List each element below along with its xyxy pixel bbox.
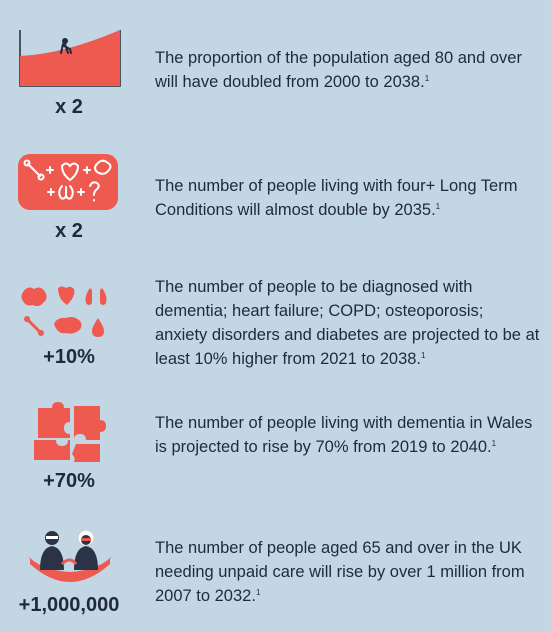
stat-value: x 2: [55, 96, 83, 118]
footnote-ref: 1: [424, 74, 430, 83]
footnote-ref: 1: [421, 351, 426, 360]
footnote-ref: 1: [255, 588, 261, 597]
stat-value: +70%: [43, 470, 95, 492]
multiple-conditions-icon: [18, 154, 118, 210]
stat-description: The number of people living with four+ L…: [155, 177, 518, 219]
stat-value: +10%: [43, 346, 95, 368]
footnote-ref: 1: [435, 202, 441, 211]
stat-value: x 2: [55, 220, 83, 242]
elderly-couple-icon: [24, 529, 116, 582]
broken-brain-puzzle-icon: [34, 402, 106, 462]
stat-value: +1,000,000: [18, 594, 120, 616]
stat-description: The number of people living with dementi…: [155, 414, 533, 456]
stat-description: The number of people aged 65 and over in…: [155, 539, 525, 605]
stat-description: The proportion of the population aged 80…: [155, 49, 522, 91]
footnote-ref: 1: [491, 439, 497, 448]
rising-area-graph-icon: [19, 30, 121, 87]
organs-group-icon: [21, 286, 107, 337]
stat-description: The number of people to be diagnosed wit…: [155, 278, 540, 368]
